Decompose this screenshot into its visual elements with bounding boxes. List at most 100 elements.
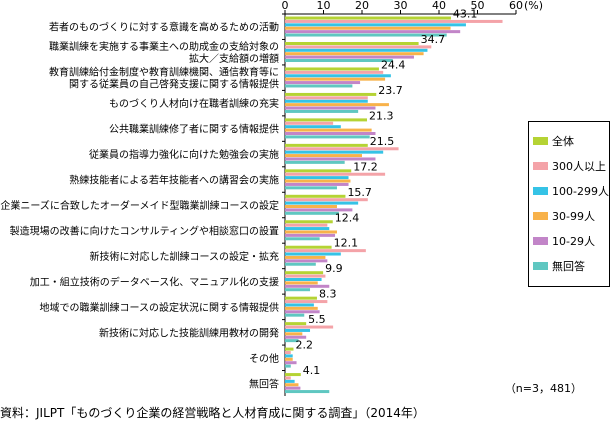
bar-10-29人-6	[285, 182, 349, 186]
x-tick-label: 40	[432, 0, 446, 12]
category-label: 加工・組立技術のデータベース化、マニュアル化の支援	[30, 275, 279, 288]
legend-label: 30-99人	[552, 210, 595, 223]
legend-item: 100-299人	[533, 184, 609, 198]
x-tick-label: 20	[355, 0, 369, 12]
bar-300人以上-13	[285, 351, 291, 354]
category-label: 無回答	[249, 377, 279, 390]
category-label: 若者のものづくりに対する意識を高めるための活動	[49, 21, 279, 34]
bar-100-299人-4	[285, 125, 341, 129]
bar-30-99人-8	[285, 230, 337, 234]
legend-swatch	[533, 237, 548, 245]
bar-30-99人-5	[285, 154, 362, 158]
bar-100-299人-2	[285, 74, 391, 78]
x-tick-label: 50	[471, 0, 485, 12]
bar-10-29人-14	[285, 386, 301, 390]
bar-全体-2	[285, 67, 379, 71]
bar-100-299人-8	[285, 227, 330, 231]
category-label: 公共職業訓練修了者に関する情報提供	[109, 123, 279, 136]
bar-300人以上-2	[285, 70, 384, 74]
category-label: 新技術に対応した訓練コースの設定・拡充	[90, 250, 280, 263]
bar-10-29人-2	[285, 81, 361, 85]
bar-無回答-10	[285, 288, 311, 292]
bar-全体-9	[285, 245, 332, 249]
category-label: ものづくり人材向け在職者訓練の充実	[109, 97, 279, 110]
data-label: 34.7	[421, 33, 446, 46]
bar-無回答-3	[285, 109, 359, 113]
data-label: 43.1	[453, 8, 478, 21]
category-label: 従業員の指導力強化に向けた勉強会の実施	[89, 148, 279, 161]
bar-全体-4	[285, 118, 368, 122]
category-label: 地域での職業訓練コースの設定状況に関する情報提供	[40, 301, 280, 314]
data-label: 12.1	[334, 237, 359, 250]
x-unit-label: (%)	[524, 0, 543, 12]
legend-item: 全体	[533, 134, 574, 148]
category-label: その他	[249, 352, 279, 365]
sample-size-note: （n=3，481）	[504, 382, 582, 395]
bar-30-99人-13	[285, 357, 293, 361]
bar-10-29人-7	[285, 208, 353, 212]
bar-300人以上-0	[285, 19, 503, 23]
bar-全体-12	[285, 322, 307, 326]
bar-30-99人-0	[285, 26, 451, 30]
bar-無回答-2	[285, 84, 353, 88]
bar-10-29人-4	[285, 132, 376, 135]
bar-300人以上-7	[285, 198, 368, 202]
bar-100-299人-0	[285, 23, 466, 27]
bar-無回答-11	[285, 313, 305, 317]
bar-全体-6	[285, 169, 352, 173]
legend-label: 100-299人	[552, 185, 609, 198]
legend-swatch	[533, 262, 548, 270]
bar-10-29人-9	[285, 259, 328, 263]
x-tick-label: 0	[282, 0, 289, 12]
bar-300人以上-9	[285, 249, 366, 253]
bar-無回答-9	[285, 262, 316, 266]
data-label: 9.9	[325, 262, 343, 275]
bar-無回答-13	[285, 364, 291, 368]
bar-全体-0	[285, 16, 451, 20]
bar-無回答-5	[285, 160, 345, 164]
data-label: 2.2	[295, 339, 313, 352]
data-label: 15.7	[347, 186, 372, 199]
x-tick-label: 60	[509, 0, 523, 12]
bar-30-99人-14	[285, 383, 299, 387]
bar-100-299人-14	[285, 379, 295, 383]
bar-全体-13	[285, 347, 294, 351]
legend-label: 300人以上	[552, 160, 606, 173]
x-tick-label: 30	[394, 0, 408, 12]
data-label: 8.3	[319, 288, 337, 301]
bar-100-299人-5	[285, 150, 384, 154]
bar-無回答-12	[285, 339, 299, 343]
bar-300人以上-8	[285, 223, 328, 227]
category-label: 教育訓練給付金制度や教育訓練機関、通信教育等に関する従業員の自己啓発支援に関する…	[49, 66, 279, 91]
x-tick-label: 10	[317, 0, 331, 12]
category-label: 職業訓練を実施する事業主への助成金の支給対象の拡大／支給額の増額	[49, 40, 279, 65]
bar-無回答-7	[285, 211, 339, 215]
bar-全体-8	[285, 220, 333, 224]
legend-swatch	[533, 212, 548, 220]
bar-30-99人-7	[285, 205, 337, 208]
bar-10-29人-3	[285, 106, 376, 110]
bar-全体-14	[285, 373, 301, 377]
category-label: 製造現場の改善に向けたコンサルティングや相談窓口の設置	[10, 224, 279, 237]
bar-10-29人-8	[285, 233, 336, 237]
bar-無回答-14	[285, 390, 330, 394]
data-label: 17.2	[353, 160, 378, 173]
bar-300人以上-10	[285, 274, 326, 278]
bar-300人以上-4	[285, 121, 334, 125]
data-label: 5.5	[308, 313, 326, 326]
bar-全体-1	[285, 42, 419, 45]
bar-10-29人-12	[285, 335, 307, 339]
bar-30-99人-3	[285, 103, 389, 107]
bar-10-29人-1	[285, 55, 414, 59]
data-label: 4.1	[303, 364, 321, 377]
bar-無回答-4	[285, 135, 370, 139]
bar-100-299人-13	[285, 354, 293, 358]
category-label: 熟練技能者による若年技能者への講習会の実施	[69, 174, 279, 187]
data-label: 21.5	[370, 135, 395, 148]
data-label: 23.7	[378, 84, 403, 97]
bar-30-99人-10	[285, 281, 318, 285]
bar-300人以上-6	[285, 172, 386, 176]
legend-label: 10-29人	[552, 235, 595, 248]
chart-legend: 全体 300人以上 100-299人 30-99人 10-29人 無回答	[528, 121, 610, 287]
legend-swatch	[533, 162, 548, 170]
